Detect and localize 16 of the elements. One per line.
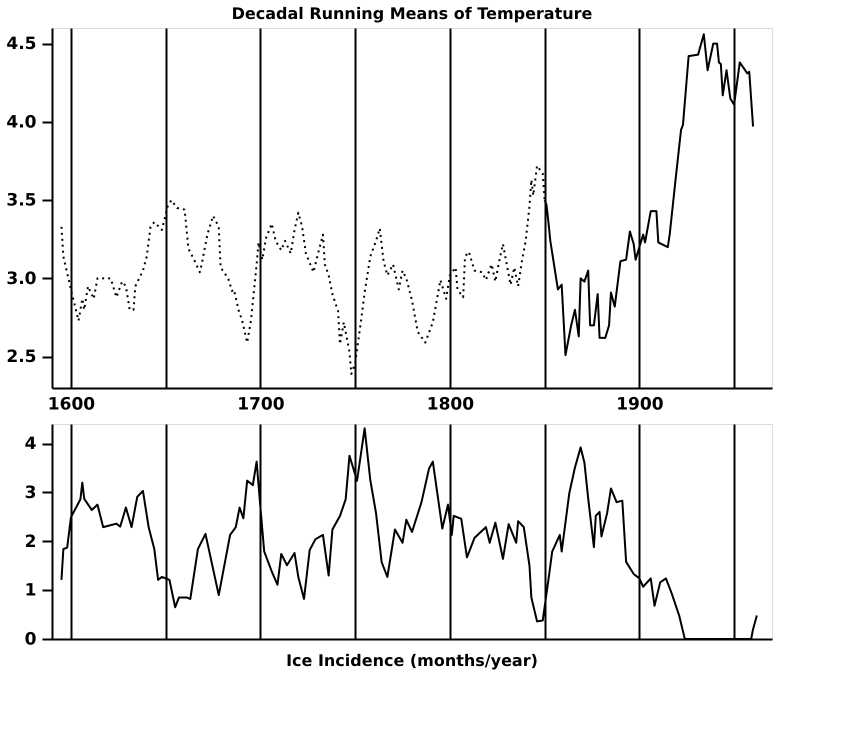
y-tick-label: 2.5: [6, 347, 36, 368]
x-tick-label: 1900: [616, 394, 664, 414]
y-tick-label: 1: [24, 580, 36, 601]
y-tick-label: 0: [24, 630, 37, 650]
y-tick-label: 4.5: [6, 34, 36, 54]
x-tick-label: 1600: [48, 394, 96, 414]
y-tick-label: 3.5: [6, 190, 36, 211]
chart-title: Decadal Running Means of Temperature: [232, 4, 593, 23]
x-tick-label: 1800: [426, 394, 474, 414]
y-tick-label: 4: [24, 434, 37, 454]
x-tick-label: 1700: [237, 394, 285, 414]
text: Ice Incidence (months/year): [286, 651, 538, 670]
y-tick-label: 4.0: [6, 112, 37, 132]
y-tick-label: 3.0: [6, 268, 37, 289]
y-tick-label: 3: [24, 482, 36, 503]
y-tick-label: 2: [24, 532, 36, 552]
